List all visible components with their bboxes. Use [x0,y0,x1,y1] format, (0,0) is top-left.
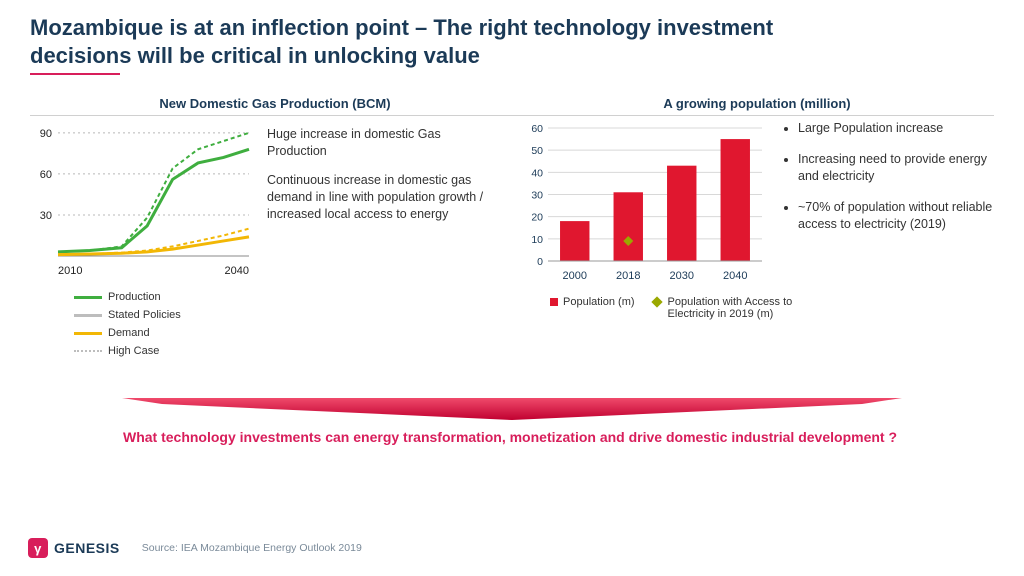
svg-text:20: 20 [531,212,543,224]
population-bullet: Large Population increase [798,120,994,137]
svg-text:50: 50 [531,145,543,157]
chart-row: New Domestic Gas Production (BCM) 30 60 90… [30,96,994,361]
gas-chart: 30 60 90 2010 2040 [30,120,255,285]
genesis-logo: γ GENESIS [28,538,120,558]
svg-text:90: 90 [40,128,52,140]
population-bullet: ~70% of population without reliable acce… [798,199,994,233]
svg-text:40: 40 [531,167,543,179]
gas-chart-legend: Production Stated Policies Demand High C… [30,291,360,363]
svg-text:60: 60 [40,169,52,181]
title-underline [30,73,120,75]
svg-text:2010: 2010 [58,265,82,277]
logo-mark-icon: γ [28,538,48,558]
svg-text:2000: 2000 [563,270,587,282]
page-title: Mozambique is at an inflection point – T… [30,14,790,69]
population-chart-block: A growing population (million) 010203040… [520,96,994,361]
population-chart: 01020304050602000201820302040 [520,120,770,290]
population-chart-title: A growing population (million) [520,96,994,111]
svg-text:2040: 2040 [723,270,747,282]
population-bullet: Increasing need to provide energy and el… [798,151,994,185]
footer: γ GENESIS Source: IEA Mozambique Energy … [28,538,362,558]
svg-text:10: 10 [531,234,543,246]
svg-text:30: 30 [531,190,543,202]
population-chart-legend: Population (m) Population with Access to… [520,296,994,320]
source-text: Source: IEA Mozambique Energy Outlook 20… [142,542,362,554]
arrow-banner-icon [122,398,902,420]
callout-question: What technology investments can energy t… [100,428,920,446]
gas-chart-block: New Domestic Gas Production (BCM) 30 60 90… [30,96,520,361]
svg-text:2030: 2030 [670,270,694,282]
svg-text:60: 60 [531,123,543,135]
svg-text:2018: 2018 [616,270,640,282]
svg-text:0: 0 [537,256,543,268]
gas-chart-title: New Domestic Gas Production (BCM) [30,96,520,111]
gas-chart-description: Huge increase in domestic Gas Production… [255,120,500,285]
svg-text:30: 30 [40,210,52,222]
svg-text:2040: 2040 [225,265,249,277]
population-bullets: Large Population increase Increasing need… [770,120,994,290]
